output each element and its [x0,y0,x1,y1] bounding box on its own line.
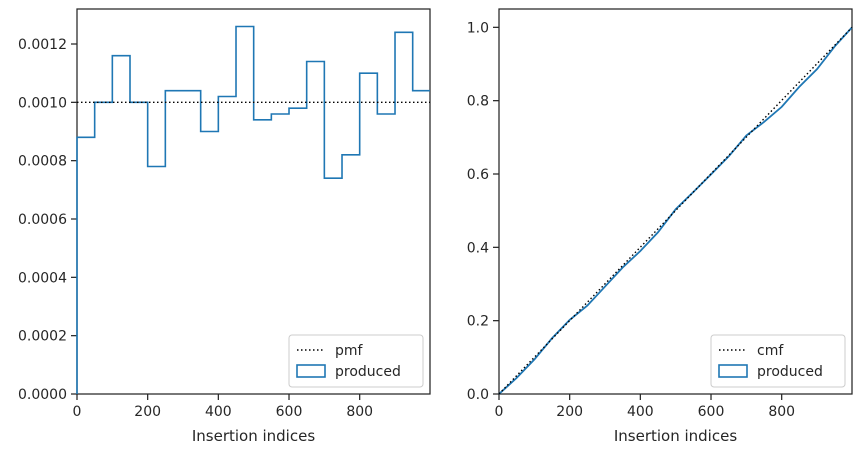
y-tick-label: 0.4 [467,240,489,256]
left-series-layer [76,25,430,394]
left-y-axis: 0.0000 0.0002 0.0004 0.0006 0.0008 0.0010 0.00… [18,37,77,403]
left-legend-pmf-label: pmf [335,343,364,359]
right-chart-panel: 0.0 0.2 0.4 0.6 0.8 1.0 0 200 400 600 800 Inserti… [467,8,853,445]
left-x-axis-label: Insertion indices [192,427,315,445]
x-tick-label: 600 [276,404,303,420]
right-legend-cmf-label: cmf [757,343,784,359]
left-x-axis: 0 200 400 600 800 [73,394,373,420]
left-chart-panel: 0.0000 0.0002 0.0004 0.0006 0.0008 0.0010 0.00… [18,8,431,445]
y-tick-label: 0.0000 [18,387,67,403]
y-tick-label: 0.0002 [18,329,67,345]
x-tick-label: 400 [627,404,654,420]
y-tick-label: 0.0 [467,387,489,403]
y-tick-label: 0.2 [467,314,489,330]
x-tick-label: 200 [134,404,161,420]
x-tick-label: 200 [556,404,583,420]
x-tick-label: 0 [73,404,82,420]
right-legend-produced-label: produced [757,364,823,380]
y-tick-label: 0.0012 [18,37,67,53]
left-legend: pmf produced [288,334,424,388]
y-tick-label: 0.0004 [18,270,67,286]
y-tick-label: 0.0006 [18,212,67,228]
y-tick-label: 0.0008 [18,154,67,170]
left-legend-produced-label: produced [335,364,401,380]
x-tick-label: 600 [698,404,725,420]
series-produced-step [76,25,430,394]
right-legend-produced-swatch [718,364,748,378]
series-cmf-line [498,26,853,395]
y-tick-label: 1.0 [467,20,489,36]
right-legend: cmf produced [710,334,846,388]
left-legend-produced-swatch [296,364,326,378]
y-tick-label: 0.8 [467,94,489,110]
x-tick-label: 0 [495,404,504,420]
right-y-axis: 0.0 0.2 0.4 0.6 0.8 1.0 [467,20,499,403]
right-legend-box [710,334,846,388]
y-tick-label: 0.6 [467,167,489,183]
x-tick-label: 800 [346,404,373,420]
right-x-axis: 0 200 400 600 800 [495,394,795,420]
left-legend-box [288,334,424,388]
y-tick-label: 0.0010 [18,95,67,111]
right-x-axis-label: Insertion indices [614,427,737,445]
right-plot-frame [498,8,853,395]
x-tick-label: 800 [768,404,795,420]
x-tick-label: 400 [205,404,232,420]
right-series-layer [498,26,853,395]
